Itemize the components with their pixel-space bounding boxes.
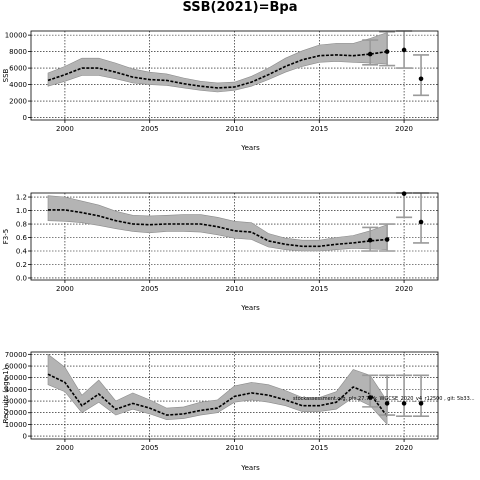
confidence-band <box>47 353 388 426</box>
forecast-point <box>384 237 390 242</box>
forecast-point <box>367 395 373 400</box>
x-tick-label: 2005 <box>141 125 159 133</box>
chart-panel-3: 2000 2005 2010 2015 2020 0 10000 20000 30000 4000… <box>2 351 475 472</box>
estimate-line <box>47 373 388 417</box>
y-axis-label: F3-5 <box>2 229 10 244</box>
source-annotation: stockassessment.org, ple.27.7h-k_WGCSE_2… <box>293 396 475 402</box>
forecast-point <box>384 401 390 406</box>
forecast-point <box>384 49 390 54</box>
y-tick-label: 20000 <box>5 409 27 417</box>
forecast-point <box>418 219 424 225</box>
y-tick-label: 40000 <box>5 386 27 394</box>
x-tick-label: 2020 <box>395 125 413 133</box>
y-tick-label: 10000 <box>5 421 27 429</box>
x-tick-label: 2015 <box>310 285 328 293</box>
x-tick-label: 2010 <box>226 285 244 293</box>
y-tick-label: 1.0 <box>16 207 27 215</box>
forecast-point <box>401 401 407 406</box>
x-tick-label: 2010 <box>226 125 244 133</box>
y-tick-label: 0.6 <box>16 234 28 242</box>
x-tick-label: 2015 <box>310 444 328 452</box>
page-title: SSB(2021)=Bpa <box>182 0 298 15</box>
forecast-point <box>367 51 373 57</box>
x-axis-label: Years <box>240 464 260 472</box>
chart-panel-2: 2000 2005 2010 2015 2020 0.0 0.2 0.4 0.6 0.8 1.0 1.… <box>2 191 439 312</box>
x-tick-label: 2015 <box>310 125 328 133</box>
y-tick-label: 4000 <box>9 81 27 89</box>
x-tick-label: 2020 <box>395 444 413 452</box>
chart-panel-1: 2000 2005 2010 2015 2020 0 2000 4000 6000 8000 100… <box>2 30 439 152</box>
y-tick-label: 0.0 <box>16 274 27 282</box>
y-tick-label: 0.8 <box>16 221 27 229</box>
x-tick-label: 2000 <box>56 285 74 293</box>
estimate-line <box>47 50 388 89</box>
y-tick-label: 70000 <box>5 351 27 359</box>
x-axis-label: Years <box>240 304 260 312</box>
x-tick-label: 2005 <box>141 285 159 293</box>
forecast-point <box>418 76 424 82</box>
y-tick-label: 1.2 <box>16 194 27 202</box>
x-tick-label: 2005 <box>141 444 159 452</box>
forecast-point <box>367 237 373 243</box>
forecast-point <box>401 47 407 53</box>
x-tick-label: 2010 <box>226 444 244 452</box>
y-tick-label: 60000 <box>5 363 27 371</box>
y-tick-label: 8000 <box>9 48 27 56</box>
x-tick-label: 2000 <box>56 444 74 452</box>
estimate-line <box>48 209 388 248</box>
forecast-point <box>418 401 424 406</box>
y-tick-label: 10000 <box>5 32 27 40</box>
y-tick-label: 6000 <box>9 65 27 73</box>
y-axis-label: SSB <box>2 68 10 82</box>
y-tick-label: 0 <box>23 433 27 441</box>
y-tick-label: 50000 <box>5 374 27 382</box>
confidence-band <box>47 32 388 93</box>
forecast-point <box>401 191 407 196</box>
y-tick-label: 0.2 <box>16 261 27 269</box>
confidence-band <box>47 195 388 252</box>
y-tick-label: 0 <box>23 114 27 122</box>
x-axis-label: Years <box>240 144 260 152</box>
y-axis-label: Recruits (age 1) <box>2 367 10 423</box>
y-tick-label: 30000 <box>5 398 27 406</box>
y-tick-label: 0.4 <box>16 248 28 256</box>
y-tick-label: 2000 <box>9 98 27 106</box>
x-tick-label: 2020 <box>395 285 413 293</box>
x-tick-label: 2000 <box>56 125 74 133</box>
